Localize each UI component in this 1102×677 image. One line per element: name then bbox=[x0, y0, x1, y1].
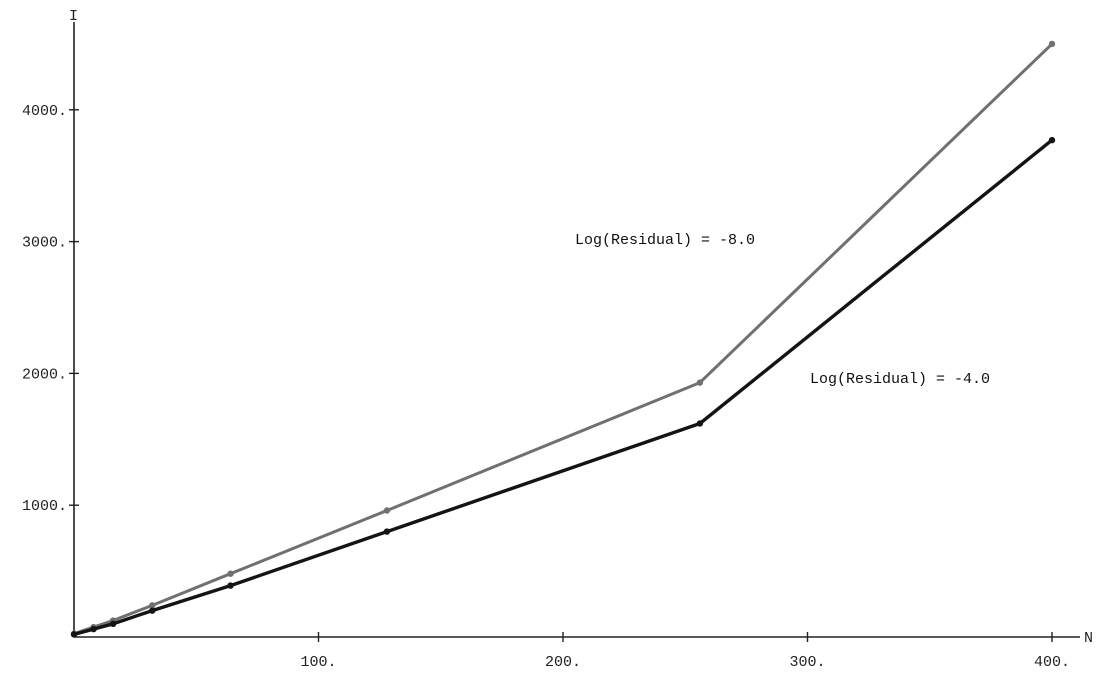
series-1-point-4 bbox=[227, 582, 234, 589]
y-tick-label-2: 3000. bbox=[22, 235, 67, 252]
x-tick-label-2: 300. bbox=[789, 654, 825, 671]
series-1-point-6 bbox=[696, 420, 704, 427]
annotation-residual-4: Log(Residual) = -4.0 bbox=[810, 371, 990, 388]
series-0-point-6 bbox=[696, 379, 704, 386]
series-1-point-5 bbox=[383, 528, 391, 535]
series-1-point-7 bbox=[1048, 136, 1056, 144]
y-tick-label-0: 1000. bbox=[22, 498, 67, 515]
y-tick-label-3: 4000. bbox=[22, 103, 67, 120]
series-line-1 bbox=[73, 138, 1054, 637]
annotation-layer: Log(Residual) = -8.0 Log(Residual) = -4.… bbox=[575, 232, 990, 388]
x-tick-label-1: 200. bbox=[545, 654, 581, 671]
axes: N I bbox=[69, 8, 1093, 647]
series-1-point-1 bbox=[90, 625, 97, 633]
series-1-point-0 bbox=[70, 631, 78, 638]
series-0-point-5 bbox=[383, 507, 391, 514]
y-axis-label: I bbox=[69, 8, 78, 25]
series-1-point-2 bbox=[109, 620, 117, 628]
x-tick-label-0: 100. bbox=[300, 654, 336, 671]
ticks: 100. 200. 300. 400. 1000. 2000. 3000. 4000. bbox=[22, 103, 1070, 671]
x-axis-label: N bbox=[1084, 630, 1093, 647]
y-tick-label-1: 2000. bbox=[22, 366, 67, 383]
series-0-point-7 bbox=[1048, 40, 1056, 48]
x-tick-label-3: 400. bbox=[1034, 654, 1070, 671]
series-0-point-4 bbox=[227, 570, 234, 577]
series-1-point-3 bbox=[149, 607, 156, 614]
annotation-residual-8: Log(Residual) = -8.0 bbox=[575, 232, 755, 249]
series-line-0 bbox=[73, 42, 1054, 636]
series-layer bbox=[70, 40, 1056, 638]
series-0-point-3 bbox=[149, 602, 156, 609]
